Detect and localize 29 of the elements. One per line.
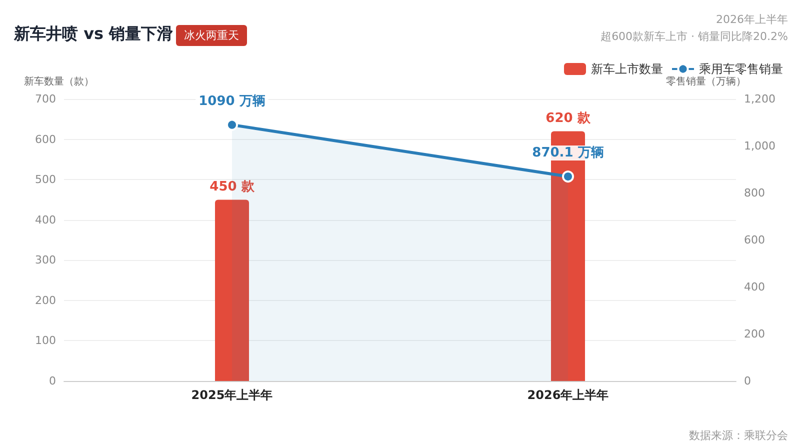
data-label: 1090 万辆 [198,94,266,109]
y2-tick-label: 1,200 [744,92,776,106]
y2-tick-label: 600 [744,234,765,246]
data-label: 450 款 [210,180,256,195]
y2-tick-label: 200 [744,328,765,340]
text: 超600款新车上市 · 销量同比降20.2% [600,29,788,44]
y-tick-label: 300 [35,254,56,267]
chart-title: 新车井喷 vs 销量下滑 [14,24,174,45]
data-label: 620 款 [546,111,592,126]
source-note: 数据来源：乘联分会 [689,428,788,443]
y-tick-label: 200 [35,294,56,307]
y-tick-label: 0 [49,374,56,388]
data-label: 870.1 万辆 [532,146,604,161]
y-tick-label: 500 [35,173,56,186]
y-tick-label: 600 [35,132,56,146]
y2-tick-label: 1,000 [744,140,776,152]
legend-label: 乘用车零售销量 [699,62,783,76]
y2-tick-label: 800 [744,186,765,200]
legend-label: 新车上市数量 [591,62,663,76]
y-tick-label: 100 [35,334,56,348]
y2-axis-title: 零售销量（万辆） [666,76,746,88]
y-tick-label: 400 [35,213,56,226]
y-tick-label: 700 [35,92,56,106]
x-tick-label: 2025年上半年 [191,388,273,402]
chart-subtitle: 冰火两重天 [176,25,247,46]
text: 2026年上半年 [716,12,788,27]
y2-tick-label: 400 [744,280,765,294]
y-axis-title: 新车数量（款） [24,76,94,88]
y2-tick-label: 0 [744,374,751,388]
